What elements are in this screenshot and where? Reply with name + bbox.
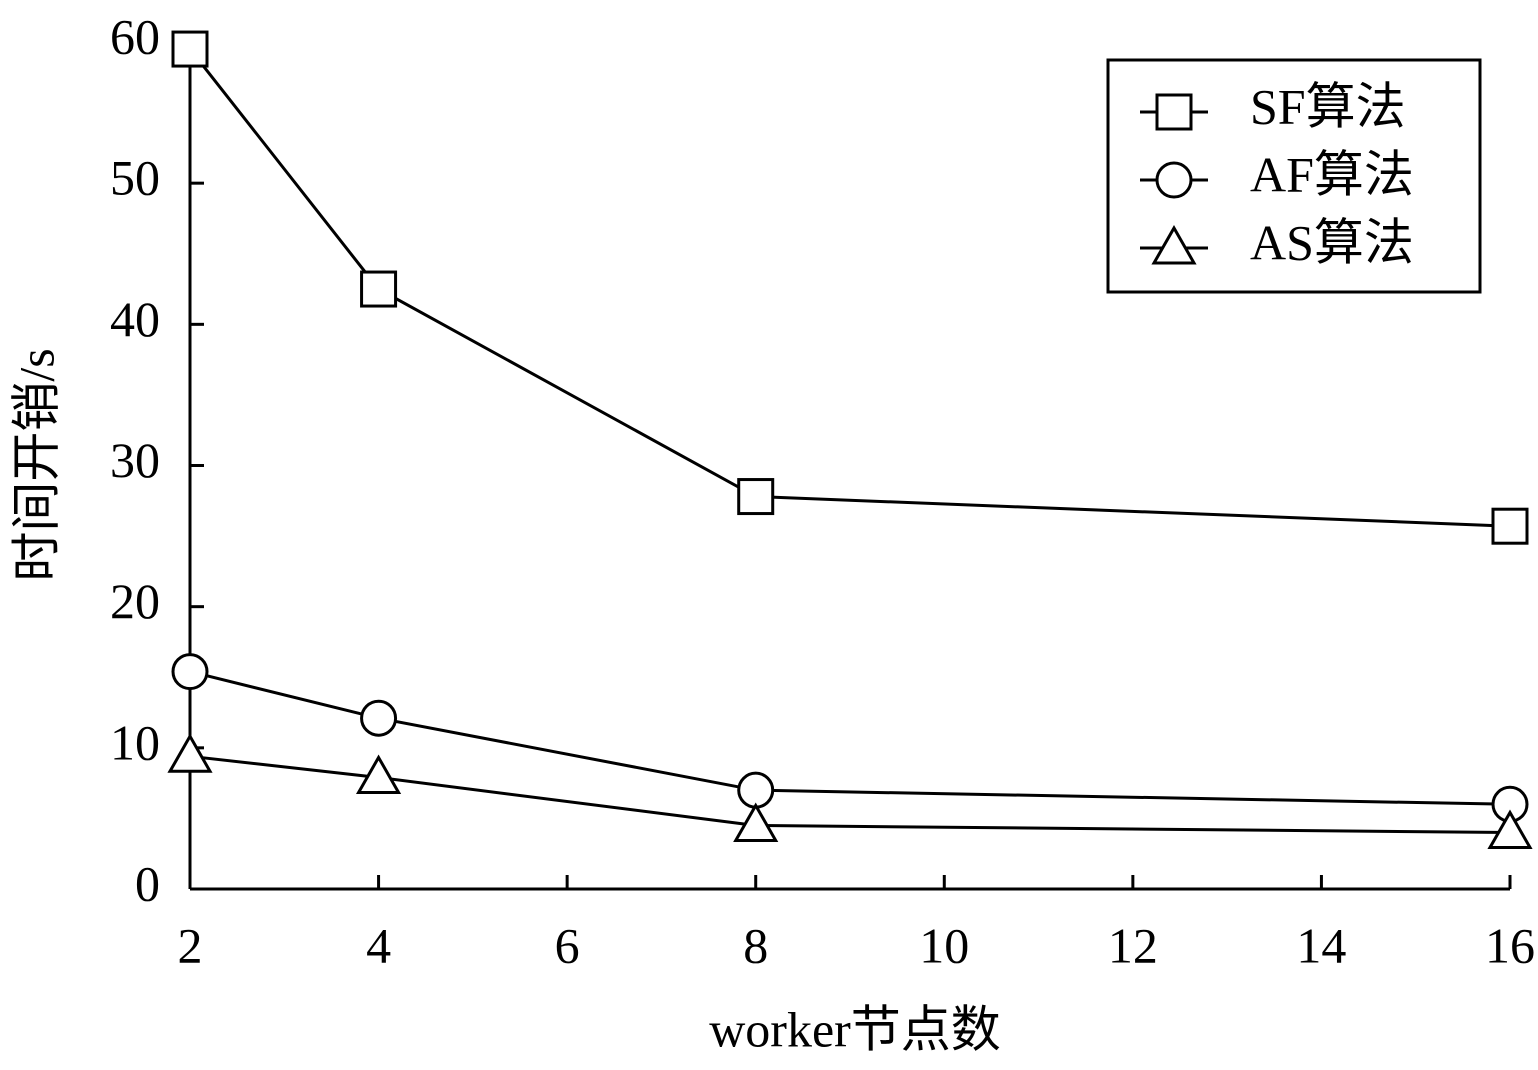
marker — [355, 754, 402, 794]
marker — [171, 30, 209, 68]
x-tick-label: 2 — [178, 917, 203, 973]
marker — [733, 802, 779, 842]
marker — [360, 270, 398, 308]
series-line — [189, 754, 1511, 835]
marker — [737, 771, 775, 809]
x-tick-label: 10 — [919, 917, 969, 973]
series-line — [188, 48, 1511, 528]
marker — [737, 478, 775, 516]
legend-label: AF算法 — [1250, 146, 1414, 202]
y-tick-label: 10 — [110, 714, 160, 770]
y-tick-label: 60 — [110, 8, 160, 64]
marker — [360, 699, 398, 737]
x-tick-label: 4 — [366, 917, 391, 973]
y-tick-label: 20 — [110, 573, 160, 629]
legend-label: AS算法 — [1250, 214, 1414, 270]
series-line — [189, 670, 1511, 806]
y-tick-label: 40 — [110, 291, 160, 347]
x-tick-label: 12 — [1108, 917, 1158, 973]
x-tick-label: 16 — [1485, 917, 1535, 973]
x-tick-label: 6 — [555, 917, 580, 973]
legend-label: SF算法 — [1250, 78, 1406, 134]
legend-marker — [1155, 161, 1193, 199]
marker — [171, 653, 209, 691]
y-axis-label: 时间开销/s — [8, 348, 64, 581]
x-tick-label: 8 — [743, 917, 768, 973]
legend-marker — [1151, 224, 1197, 265]
y-tick-label: 0 — [135, 855, 160, 911]
y-tick-label: 30 — [110, 432, 160, 488]
x-axis-label: worker节点数 — [709, 1001, 1001, 1057]
y-tick-label: 50 — [110, 150, 160, 206]
marker — [167, 733, 213, 773]
x-tick-label: 14 — [1296, 917, 1346, 973]
marker — [1487, 809, 1533, 850]
legend-marker — [1155, 93, 1193, 131]
marker — [1491, 507, 1529, 545]
